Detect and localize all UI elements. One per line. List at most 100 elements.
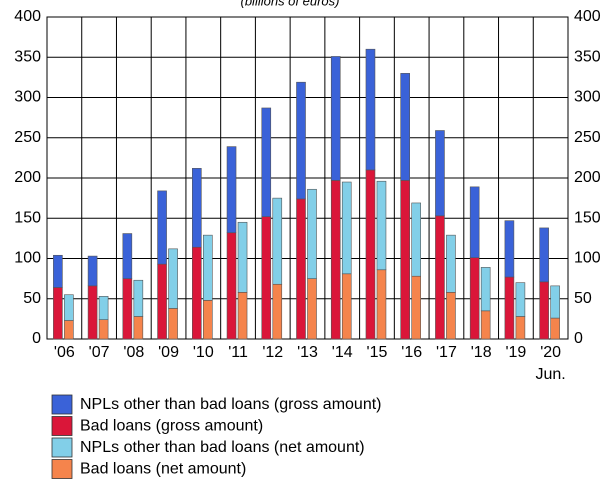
y2-tick-label: 300 [574,89,601,106]
x-tick-label: '06 [54,344,75,361]
bar-segment [53,287,63,340]
bar-segment [296,198,306,340]
y-tick-label: 50 [23,290,41,307]
bar-segment [87,255,98,287]
bar-segment [400,180,411,340]
bar-segment [237,221,248,293]
legend-swatch [51,394,73,415]
bar-segment [296,81,306,200]
bar-segment [64,294,74,321]
bar-segment [133,316,144,340]
x-tick-label: '16 [401,344,422,361]
y-tick-label: 100 [14,250,41,267]
y-tick-label: 400 [14,8,41,25]
bar-segment [157,190,167,265]
bar-segment [365,48,376,171]
y-tick-label: 0 [32,330,41,347]
x-tick-label: '14 [332,344,353,361]
bar-segment [272,283,283,340]
bar-segment [400,73,411,181]
bar-segment [122,278,133,340]
bar-segment [261,216,272,340]
bar-segment [435,130,445,217]
x-tick-label: '15 [367,344,388,361]
bar-segment [157,263,167,340]
legend-label: NPLs other than bad loans (net amount) [80,439,365,456]
bar-segment [226,232,237,340]
bar-segment [330,180,341,340]
x-tick-label: '08 [123,344,144,361]
legend-swatch [51,459,73,479]
bar-segment [192,168,202,248]
bar-segment [341,273,352,340]
x-tick-label: '20 [540,344,561,361]
y2-tick-label: 50 [574,290,592,307]
x-tick-label: '10 [193,344,214,361]
y-tick-label: 350 [14,48,41,65]
legend-swatch [51,416,73,436]
bar-segment [515,316,526,340]
bar-segment [411,202,422,277]
x-tick-label: '11 [228,344,248,361]
bar-segment [435,215,445,340]
bar-segment [515,282,526,317]
y-tick-label: 300 [14,89,41,106]
bar-segment [504,276,515,340]
y2-tick-label: 400 [574,8,601,25]
legend-label: Bad loans (gross amount) [80,418,263,435]
bar-segment [272,197,283,285]
bar-segment [307,188,317,279]
bar-segment [504,220,515,278]
bar-segment [226,146,237,234]
bar-segment [446,292,456,340]
x-tick-label: '13 [297,344,318,361]
bar-segment [480,310,491,340]
bar-segment [365,169,376,340]
bar-segment [539,281,549,340]
bar-segment [469,186,480,258]
y2-tick-label: 0 [574,330,583,347]
x-tick-label: '12 [262,344,283,361]
y-tick-label: 250 [14,129,41,146]
bar-segment [480,267,491,312]
bar-segment [168,308,178,340]
bar-segment [203,300,213,340]
bar-segment [376,180,387,271]
x-tick-label: '09 [158,344,179,361]
bar-segment [550,317,560,340]
bar-segment [53,254,63,288]
bar-segment [307,278,317,340]
x-tick-label: '07 [89,344,110,361]
x-tick-label: '18 [471,344,492,361]
bar-segment [469,257,480,340]
chart-subtitle: (billions of euros) [241,0,340,8]
bar-segment [87,285,98,340]
bar-segment [203,234,213,301]
bar-segment [550,285,560,319]
x-tick-label: '17 [436,344,457,361]
bar-segment [376,269,387,340]
legend-swatch [51,437,73,458]
bar-segment [122,233,133,279]
y2-tick-label: 150 [574,209,601,226]
bar-segment [330,56,341,181]
bar-segment [237,292,248,340]
bar-segment [539,227,549,283]
x-tick-label: '19 [505,344,526,361]
bar-segment [168,248,178,309]
bar-segment [98,319,109,340]
bar-segment [98,296,109,320]
legend-label: NPLs other than bad loans (gross amount) [80,396,382,413]
y-tick-label: 150 [14,209,41,226]
y2-tick-label: 200 [574,169,601,186]
bar-segment [192,246,202,340]
legend-label: Bad loans (net amount) [80,461,246,478]
bar-segment [64,320,74,340]
y-tick-label: 200 [14,169,41,186]
bar-segment [411,275,422,340]
y2-tick-label: 250 [574,129,601,146]
bar-segment [133,279,144,317]
y2-tick-label: 100 [574,250,601,267]
bar-segment [446,234,456,293]
